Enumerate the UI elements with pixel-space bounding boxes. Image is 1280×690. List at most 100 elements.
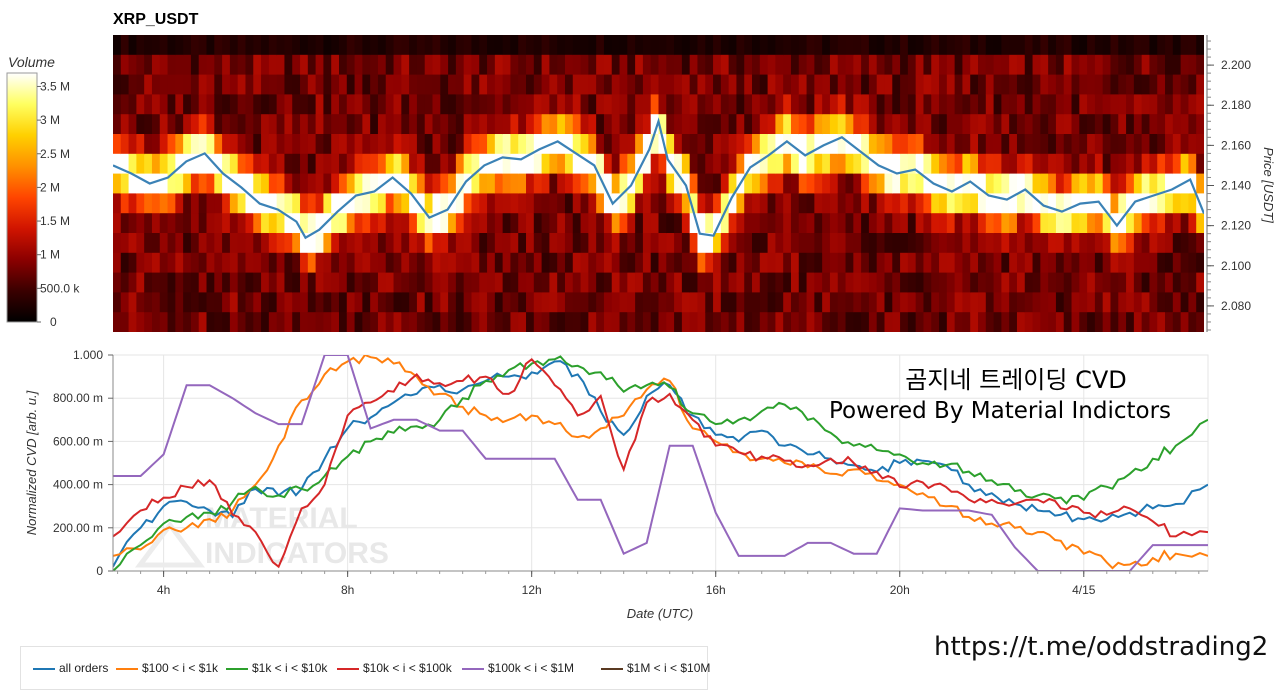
heatmap-cell — [385, 74, 395, 95]
heatmap-cell — [939, 252, 948, 274]
heatmap-cell — [775, 134, 784, 155]
heatmap-cell — [868, 292, 878, 313]
heatmap-cell — [1063, 312, 1073, 332]
heatmap-cell — [619, 114, 628, 135]
heatmap-cell — [346, 292, 356, 313]
heatmap-cell — [518, 94, 527, 115]
heatmap-cell — [1048, 94, 1057, 115]
heatmap-cell — [167, 173, 176, 194]
heatmap-cell — [440, 272, 449, 293]
heatmap-cell — [432, 114, 441, 135]
colorbar-tick-label: 1.5 M — [40, 214, 70, 228]
heatmap-cell — [1118, 54, 1127, 76]
heatmap-cell — [1016, 54, 1026, 76]
heatmap-cell — [946, 153, 956, 175]
heatmap-cell — [666, 173, 675, 194]
heatmap-cell — [1024, 173, 1034, 194]
heatmap-cell — [728, 193, 738, 214]
heatmap-cell — [635, 193, 644, 214]
legend-item[interactable]: all orders — [33, 661, 108, 675]
heatmap-cell — [1055, 312, 1065, 332]
heatmap-cell — [868, 94, 878, 115]
heatmap-cell — [229, 153, 239, 175]
heatmap-cell — [338, 153, 348, 175]
heatmap-cell — [790, 173, 800, 194]
heatmap-cell — [526, 252, 535, 274]
heatmap-cell — [416, 173, 426, 194]
heatmap-cell — [549, 252, 558, 274]
legend-item[interactable]: $100k < i < $1M — [462, 661, 574, 675]
heatmap-cell — [338, 35, 348, 56]
heatmap-cell — [557, 94, 566, 115]
heatmap-cell — [697, 193, 706, 214]
heatmap-cell — [237, 173, 247, 194]
heatmap-cell — [268, 252, 278, 274]
heatmap-cell — [596, 134, 605, 155]
heatmap-cell — [900, 173, 909, 194]
legend-item[interactable]: $1k < i < $10k — [226, 661, 327, 675]
heatmap-cell — [315, 292, 325, 313]
heatmap-cell — [479, 213, 488, 234]
heatmap-cell — [580, 213, 589, 234]
heatmap-cell — [674, 134, 683, 155]
heatmap-cell — [752, 312, 761, 332]
heatmap-cell — [1087, 114, 1096, 135]
heatmap-cell — [533, 35, 543, 56]
heatmap-cell — [401, 272, 410, 293]
heatmap-cell — [1063, 292, 1073, 313]
heatmap-cell — [1071, 153, 1080, 175]
heatmap-cell — [432, 272, 441, 293]
heatmap-cell — [814, 54, 823, 76]
heatmap-cell — [494, 252, 504, 274]
heatmap-cell — [689, 312, 699, 332]
heatmap-cell — [276, 272, 286, 293]
heatmap-cell — [884, 252, 893, 274]
heatmap-cell — [1048, 54, 1057, 76]
heatmap-cell — [572, 74, 582, 95]
heatmap-cell — [752, 252, 761, 274]
heatmap-cell — [923, 114, 932, 135]
heatmap-cell — [658, 134, 667, 155]
heatmap-cell — [806, 74, 815, 95]
heatmap-cell — [229, 35, 239, 56]
heatmap-cell — [206, 213, 215, 234]
heatmap-cell — [697, 134, 706, 155]
legend-item[interactable]: $1M < i < $10M — [601, 661, 710, 675]
heatmap-cell — [767, 252, 776, 274]
heatmap-cell — [323, 272, 332, 293]
heatmap-cell — [1126, 114, 1135, 135]
heatmap-cell — [237, 54, 247, 76]
heatmap-cell — [822, 94, 831, 115]
heatmap-cell — [1079, 134, 1088, 155]
heatmap-cell — [432, 173, 441, 194]
heatmap-cell — [526, 54, 535, 76]
heatmap-cell — [323, 153, 332, 175]
heatmap-cell — [931, 114, 940, 135]
heatmap-cell — [401, 114, 410, 135]
heatmap-cell — [409, 35, 418, 56]
heatmap-cell — [487, 153, 496, 175]
heatmap-cell — [993, 134, 1002, 155]
heatmap-cell — [845, 272, 854, 293]
heatmap-cell — [354, 35, 363, 56]
heatmap-cell — [1009, 114, 1018, 135]
heatmap-cell — [1032, 35, 1041, 56]
heatmap-cell — [541, 292, 550, 313]
heatmap-cell — [1071, 193, 1080, 214]
cvd-x-tick-label: 20h — [890, 583, 910, 597]
heatmap-cell — [128, 54, 137, 76]
legend-item[interactable]: $100 < i < $1k — [116, 661, 218, 675]
legend-item[interactable]: $10k < i < $100k — [337, 661, 452, 675]
heatmap-cell — [463, 252, 473, 274]
heatmap-cell — [572, 272, 582, 293]
heatmap-cell — [627, 213, 636, 234]
heatmap-cell — [884, 114, 893, 135]
heatmap-cell — [1024, 74, 1034, 95]
heatmap-cell — [416, 134, 426, 155]
heatmap-cell — [183, 233, 192, 254]
heatmap-cell — [416, 312, 426, 332]
colorbar-tick-label: 500.0 k — [40, 281, 80, 295]
footer-url[interactable]: https://t.me/oddstrading2 — [934, 632, 1269, 662]
heatmap-cell — [198, 312, 208, 332]
heatmap-cell — [892, 35, 901, 56]
